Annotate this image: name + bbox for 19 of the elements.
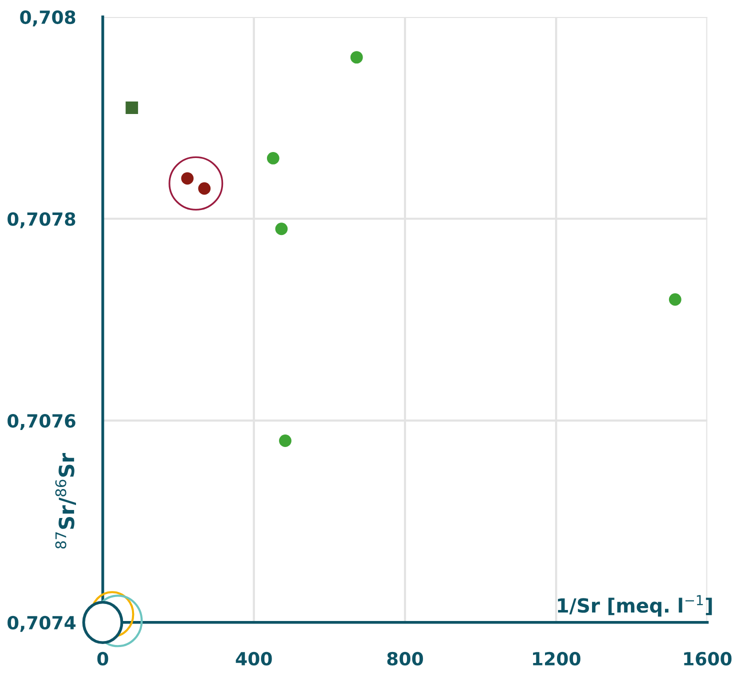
point: [668, 293, 682, 306]
y-tick-label: 0,7074: [8, 616, 76, 632]
y-axis-title: $^{87}$Sr/$^{86}$Sr: [55, 452, 76, 549]
x-tick-label: 400: [236, 652, 272, 666]
point: [181, 172, 194, 185]
y-tick-label: 0,7076: [8, 414, 76, 430]
point: [275, 222, 288, 236]
point: [198, 182, 211, 195]
x-axis-title: 1/Sr [meq. l$^{−1}$]: [558, 595, 712, 617]
x-tick-label: 800: [387, 652, 423, 666]
x-tick-label: 1200: [533, 652, 580, 666]
point: [350, 51, 363, 64]
x-tick-label: 1600: [684, 652, 732, 666]
y-tick-label: 0,708: [20, 10, 76, 26]
point: [279, 434, 292, 447]
y-tick-label: 0,7078: [8, 212, 76, 228]
point: [126, 102, 138, 114]
x-tick-label: 0: [97, 652, 108, 666]
point: [266, 152, 280, 164]
